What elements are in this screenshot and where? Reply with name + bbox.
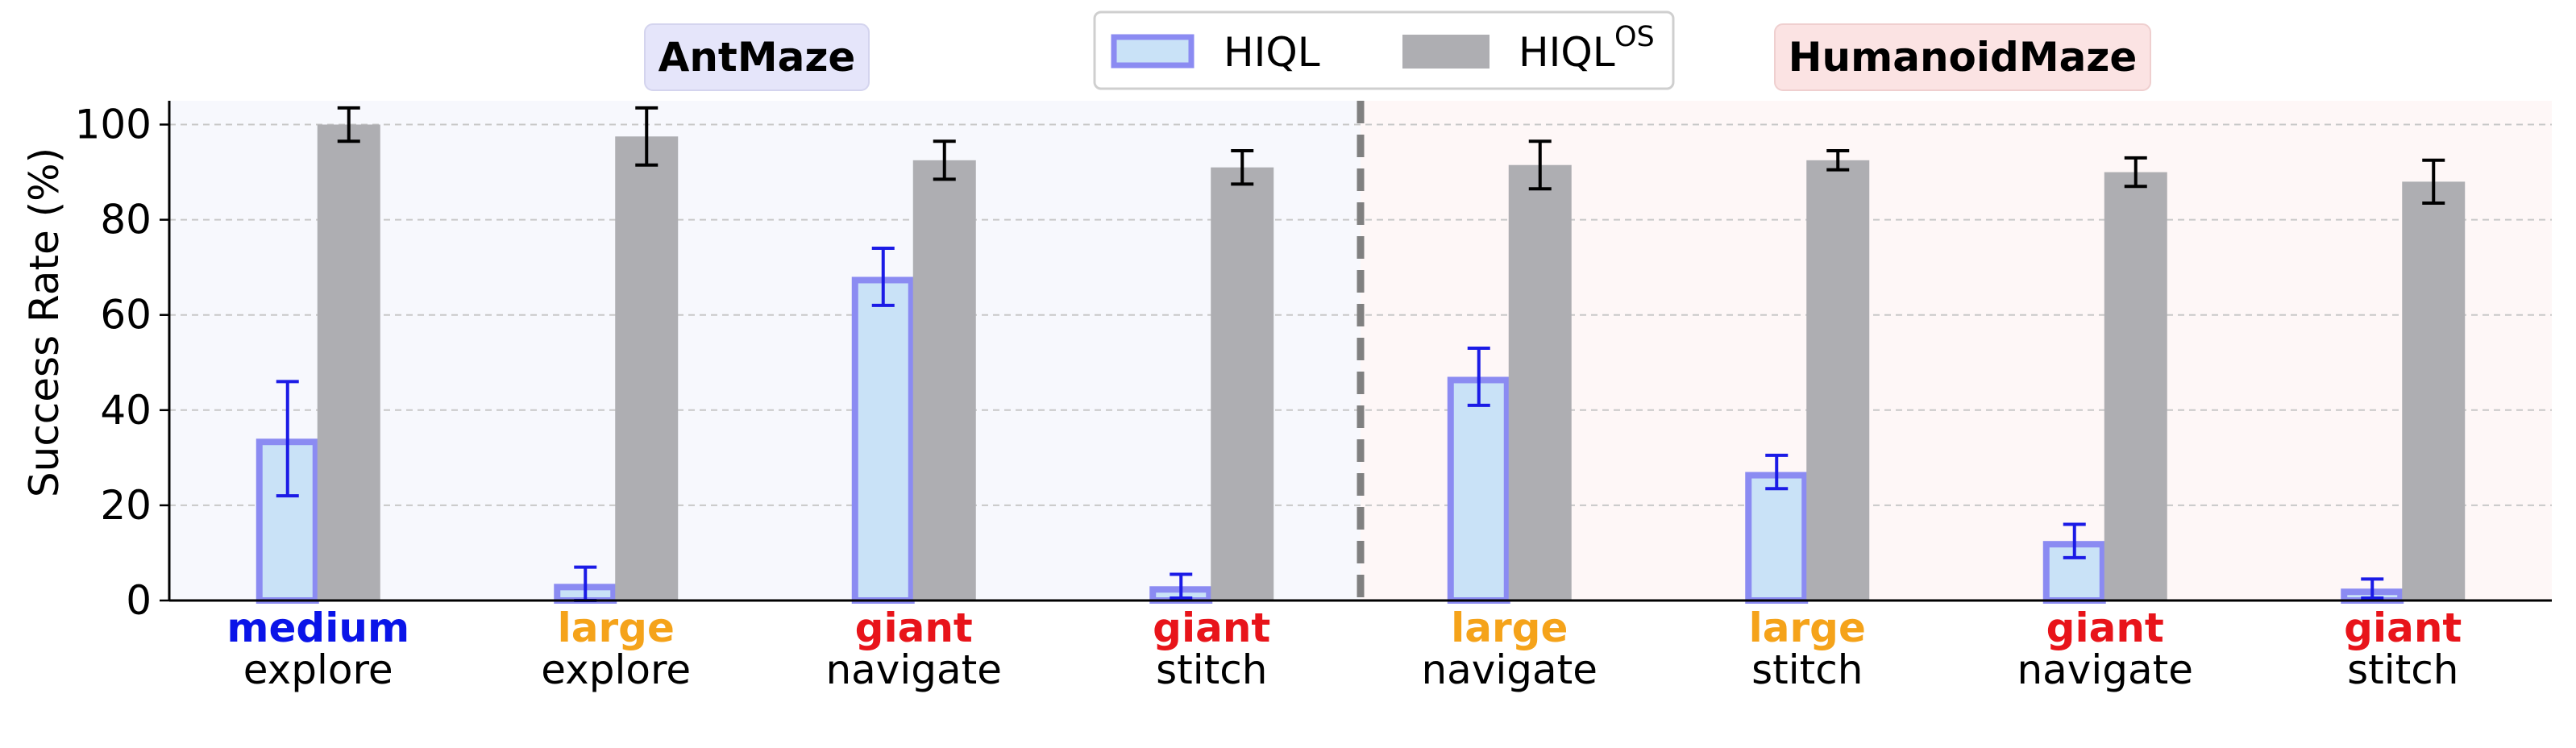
y-axis-label: Success Rate (%) [21,148,68,497]
bar-hiql-os [1211,167,1274,600]
y-tick-label: 100 [75,102,152,148]
bars [256,124,2466,605]
legend-box [1093,10,1675,90]
group-title-box [644,23,870,91]
bar-hiql-os [912,160,976,601]
group-title: AntMaze [659,34,856,81]
y-tick-label: 60 [100,292,152,339]
x-tick-label-size: giant [2344,605,2462,651]
error-bars [276,106,2445,602]
x-tick-label-size: large [1749,605,1866,651]
x-tick-label-task: navigate [2017,646,2193,693]
bar-hiql [1447,376,1510,604]
x-tick-label-task: navigate [1421,646,1598,693]
y-tick-label: 80 [100,197,152,243]
bar-hiql-os [1508,164,1572,600]
bar-hiql-os [2402,181,2466,600]
x-tick-label-task: navigate [825,646,1002,693]
legend-label-hiql-os: HIQL [1519,29,1615,76]
bar-hiql [1745,472,1809,604]
x-tick-label-size: large [558,605,675,651]
bar-hiql-os [317,124,380,600]
bar-hiql-os [2104,172,2167,601]
axes [160,101,2552,602]
bar-hiql-os [1806,160,1870,601]
x-tick-label-size: medium [226,605,409,651]
x-tick-label-task: stitch [2347,646,2458,693]
grid-lines [169,123,2552,506]
y-tick-label: 0 [126,577,152,624]
x-tick-label-size: giant [855,605,973,651]
x-tick-label-task: explore [243,646,393,693]
x-tick-label-task: stitch [1751,646,1863,693]
x-tick-label-task: explore [541,646,691,693]
legend-swatch-hiql-os [1402,35,1490,69]
y-tick-label: 20 [100,482,152,529]
x-tick-label-size: giant [1153,605,1270,651]
group-title: HumanoidMaze [1789,34,2138,81]
legend-swatch-hiql [1111,34,1195,69]
legend: HIQL HIQL OS [1093,10,1675,90]
group-titles: AntMaze HumanoidMaze [644,23,2151,91]
legend-label-superscript: OS [1614,21,1655,53]
y-tick-labels: 0 20 40 60 80 100 [75,102,152,624]
x-tick-label-size: large [1451,605,1568,651]
x-tick-labels: mediumexplorelargeexploregiantnavigategi… [226,605,2462,693]
legend-label-hiql: HIQL [1224,29,1320,76]
x-tick-label-size: giant [2046,605,2164,651]
bar-hiql-os [615,136,679,601]
x-tick-label-task: stitch [1156,646,1267,693]
y-tick-label: 40 [100,387,152,434]
group-title-box [1774,23,2151,91]
bar-hiql [851,276,915,604]
